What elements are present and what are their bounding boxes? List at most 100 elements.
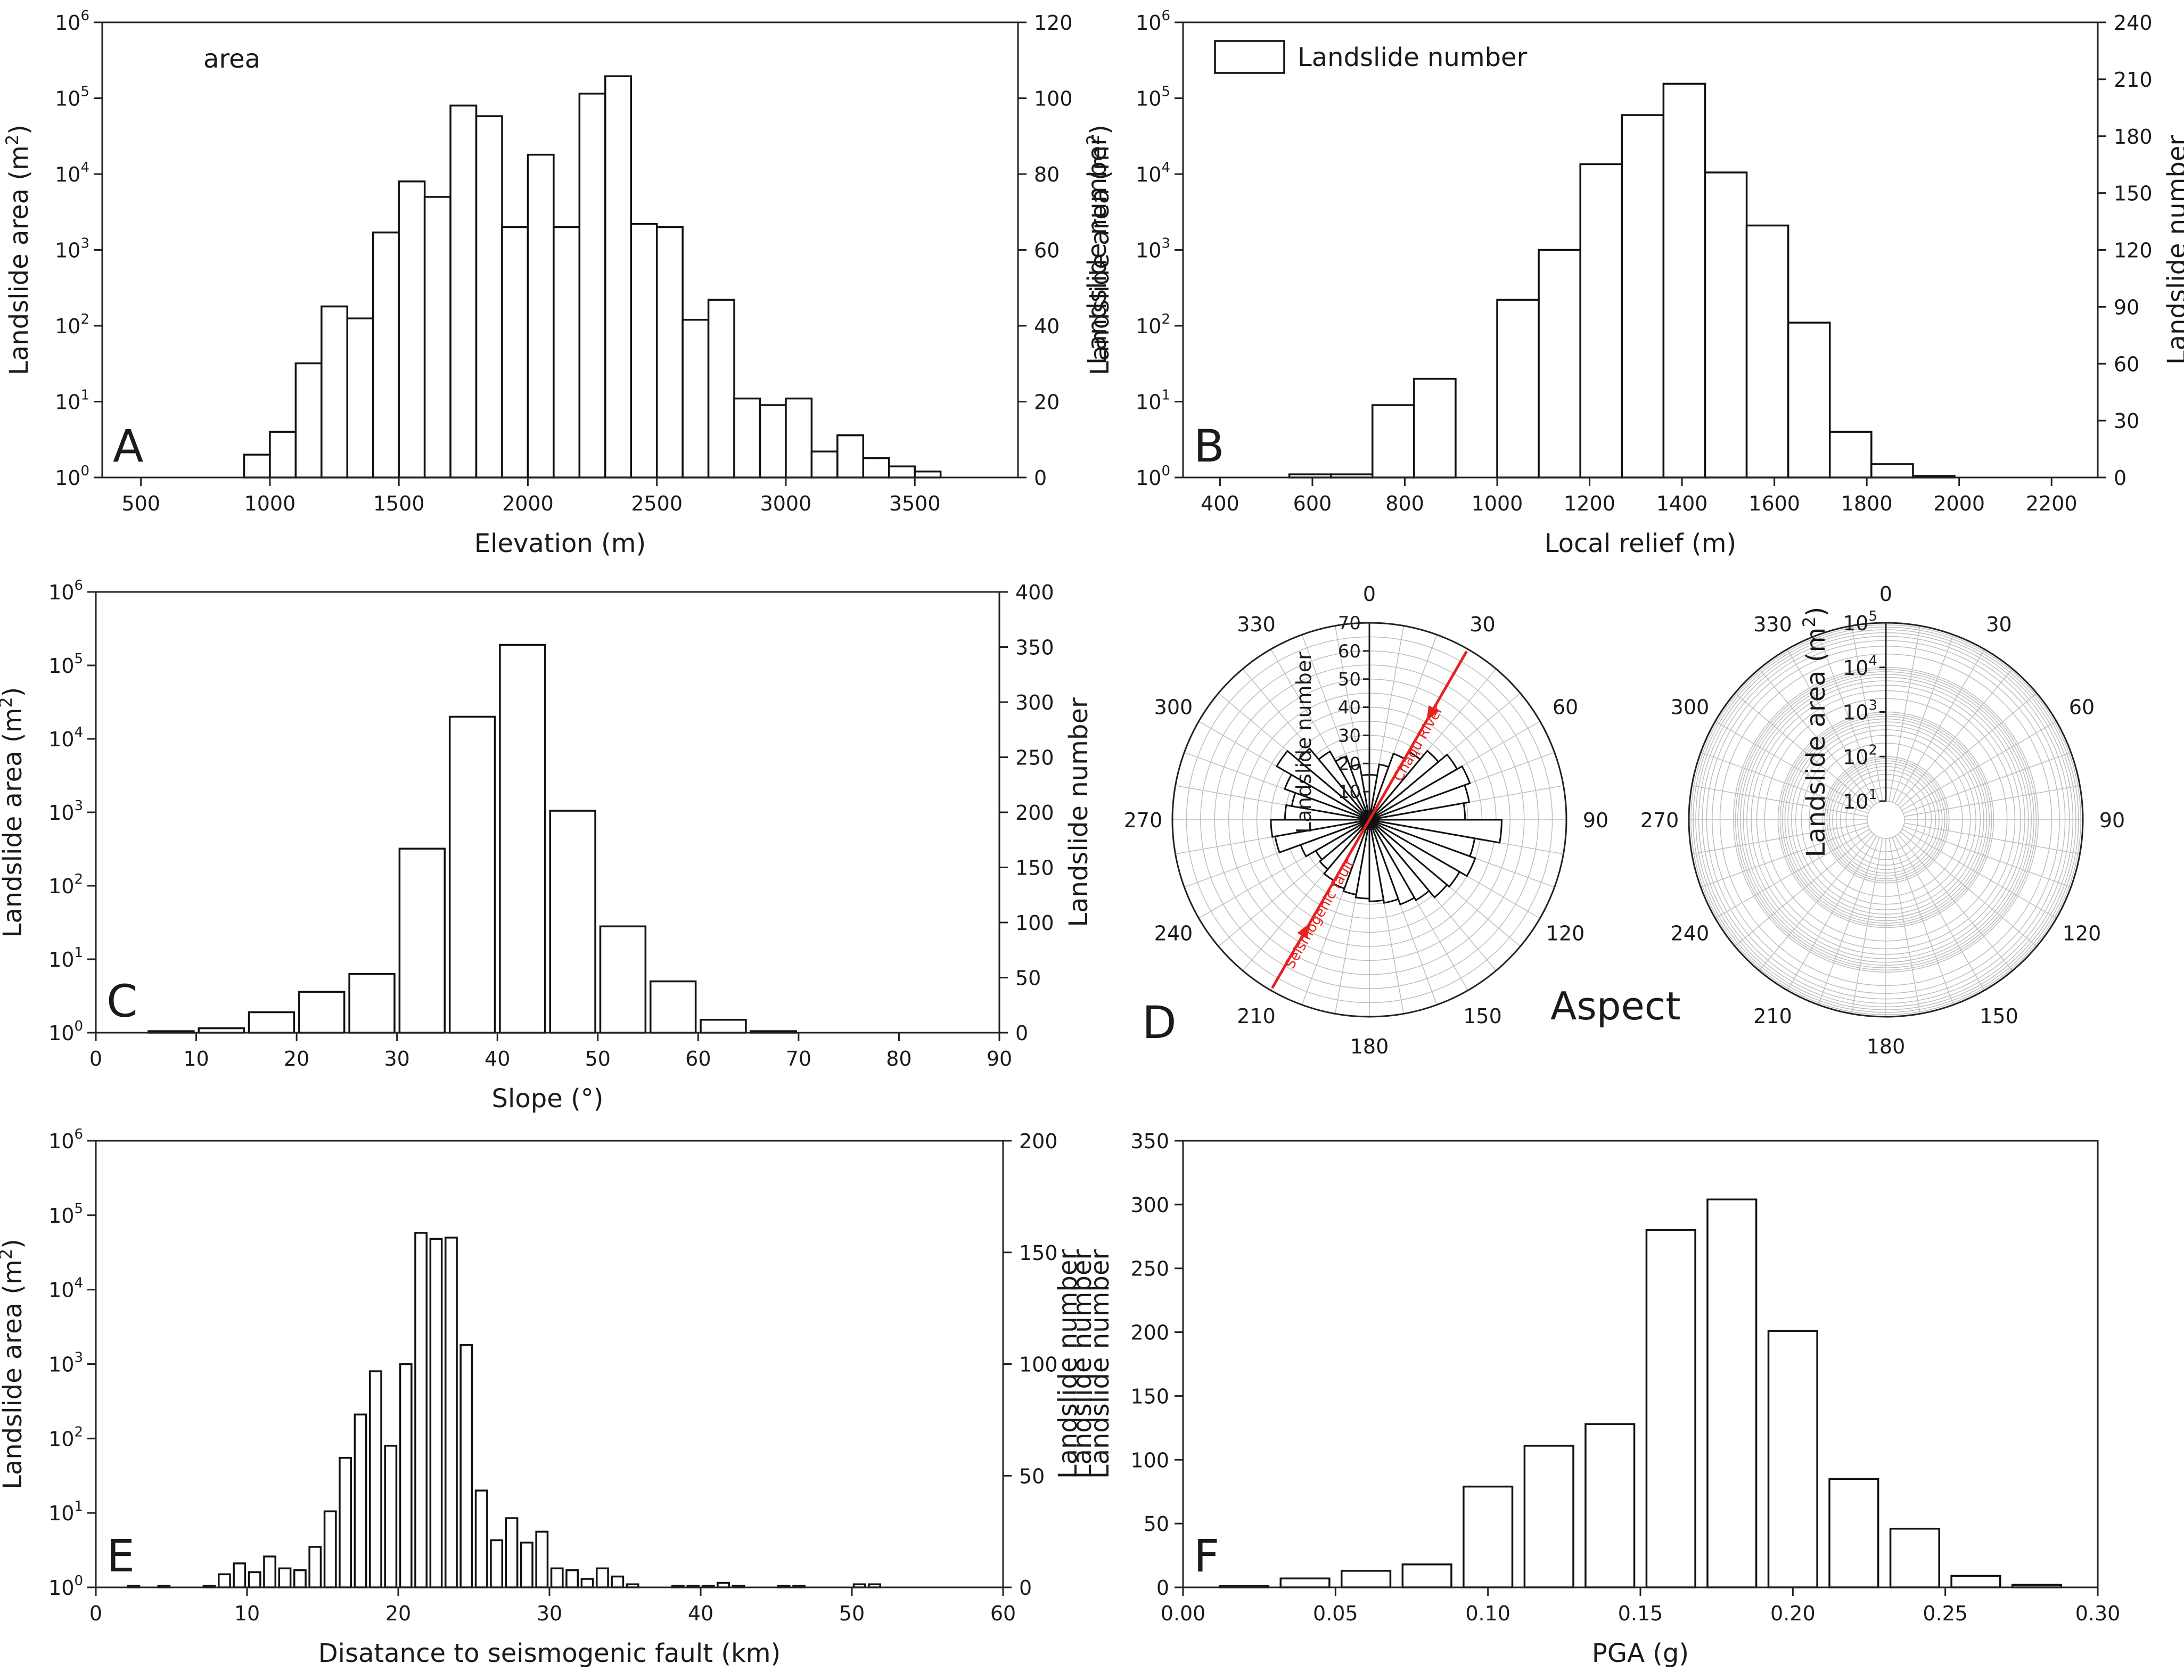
bar	[810, 450, 839, 479]
grid-spoke	[1894, 835, 1985, 991]
angle-label: 210	[1237, 1004, 1276, 1028]
x-tick-label: 600	[1293, 492, 1332, 515]
y-tick-label: 105	[48, 651, 83, 678]
y-right-tick-label: 50	[1019, 1464, 1045, 1488]
y-tick-label: 102	[48, 871, 83, 898]
x-tick-label: 20	[385, 1602, 411, 1625]
x-tick-label: 0.25	[1923, 1602, 1968, 1625]
bar	[346, 317, 374, 479]
bar	[323, 1510, 337, 1588]
panel-letter: F	[1194, 1530, 1219, 1582]
bar	[414, 1232, 428, 1588]
x-tick-label: 3000	[760, 492, 812, 515]
grid-spoke	[1897, 669, 2013, 806]
bar	[372, 231, 400, 479]
angle-label: 300	[1154, 696, 1193, 719]
panel-c: 0 10 20 30 40 50 60 70 80 90 Slope (°) 100 101 102 103…	[0, 578, 1094, 1114]
bar	[398, 180, 426, 479]
bar	[553, 226, 581, 479]
bar	[490, 1539, 504, 1588]
y-right-tick-label: 150	[2114, 182, 2153, 205]
y-right-tick-label: 30	[2114, 409, 2139, 433]
y-tick-label: 0	[1156, 1576, 1169, 1600]
x-tick-label: 40	[485, 1047, 510, 1070]
grid-spoke	[1787, 835, 1877, 991]
bar	[785, 397, 813, 479]
x-tick-label: 1200	[1564, 492, 1615, 515]
bar	[578, 93, 606, 479]
x-tick-label: 80	[886, 1047, 912, 1070]
bar	[354, 1413, 367, 1588]
x-tick-label: 90	[987, 1047, 1012, 1070]
grid-spoke	[1701, 752, 1869, 814]
bar	[501, 226, 529, 479]
y-right-tick-label: 90	[2114, 295, 2139, 319]
plot-frame	[95, 591, 1000, 1034]
bar	[398, 847, 446, 1034]
bar	[505, 1517, 519, 1588]
petal	[1276, 750, 1370, 821]
angle-label: 150	[1980, 1004, 2018, 1028]
bar	[449, 104, 478, 479]
x-axis: 400 600 800 1000 1200 1400 1600 1800 2000 2200	[1201, 477, 2078, 515]
y-right-tick-label: 100	[1034, 87, 1073, 111]
y-tick-label: 102	[55, 311, 89, 338]
x-tick-label: 2200	[2026, 492, 2078, 515]
bars	[1288, 83, 1956, 479]
bar	[499, 644, 546, 1034]
angle-labels: 0 30 60 90 120 150 180 210 240 270 300 330	[1124, 582, 1608, 1058]
grid-spoke	[1897, 834, 2013, 971]
bars	[127, 1232, 881, 1588]
grid-spoke	[1692, 822, 1868, 854]
angle-label: 180	[1350, 1035, 1389, 1058]
x-tick-label: 2000	[1933, 492, 1985, 515]
x-axis-label: Elevation (m)	[474, 529, 646, 558]
y-right-tick-label: 200	[1015, 801, 1054, 825]
bar	[1828, 1478, 1879, 1588]
x-tick-label: 1000	[244, 492, 296, 515]
bar	[445, 1237, 458, 1588]
x-axis-label: PGA (g)	[1592, 1638, 1689, 1668]
petal	[1317, 750, 1370, 820]
y-right-tick-label: 150	[1019, 1241, 1058, 1265]
bar	[1371, 404, 1415, 479]
grid-ring	[1867, 801, 1905, 839]
x-tick-label: 1000	[1472, 492, 1523, 515]
bar	[604, 75, 632, 479]
y-tick-label: 106	[55, 8, 89, 35]
bar	[1401, 1563, 1452, 1588]
x-tick-label: 2000	[502, 492, 554, 515]
rose-number: 10 20 30 40 50 60 70 Landslide number 0 30 60 90 120…	[1124, 582, 1608, 1058]
y-tick-label: 103	[48, 798, 83, 825]
x-tick-label: 30	[537, 1602, 562, 1625]
bar	[248, 1571, 261, 1588]
grid-spoke	[1715, 828, 1870, 919]
x-axis: 0.00 0.05 0.10 0.15 0.20 0.25 0.30	[1161, 1587, 2121, 1625]
arrow-head	[1426, 705, 1439, 721]
y-tick-label: 103	[1136, 236, 1170, 262]
bar	[308, 1546, 322, 1588]
y-right-tick-label: 60	[1034, 239, 1060, 262]
bar	[448, 715, 496, 1034]
bar	[1538, 249, 1581, 479]
radial-tick-label: 20	[1338, 753, 1361, 775]
bar	[339, 1456, 352, 1588]
bar	[596, 1567, 609, 1588]
petal	[1349, 763, 1370, 820]
grid-spoke	[1851, 625, 1883, 802]
grid-spoke	[1904, 822, 2080, 854]
y-right-tick-label: 20	[1034, 391, 1060, 414]
angle-label: 330	[1237, 613, 1276, 636]
grid-spoke	[1903, 752, 2071, 814]
y-tick-label: 100	[1136, 463, 1170, 490]
panel-inside-label: area	[203, 44, 260, 74]
x-tick-label: 0.30	[2075, 1602, 2121, 1625]
panel-letter: C	[106, 975, 138, 1027]
y-tick-label: 105	[1136, 84, 1170, 111]
grid-spoke	[1894, 649, 1985, 804]
bars	[147, 644, 797, 1034]
angle-label: 330	[1753, 613, 1792, 636]
bar	[429, 1238, 443, 1588]
